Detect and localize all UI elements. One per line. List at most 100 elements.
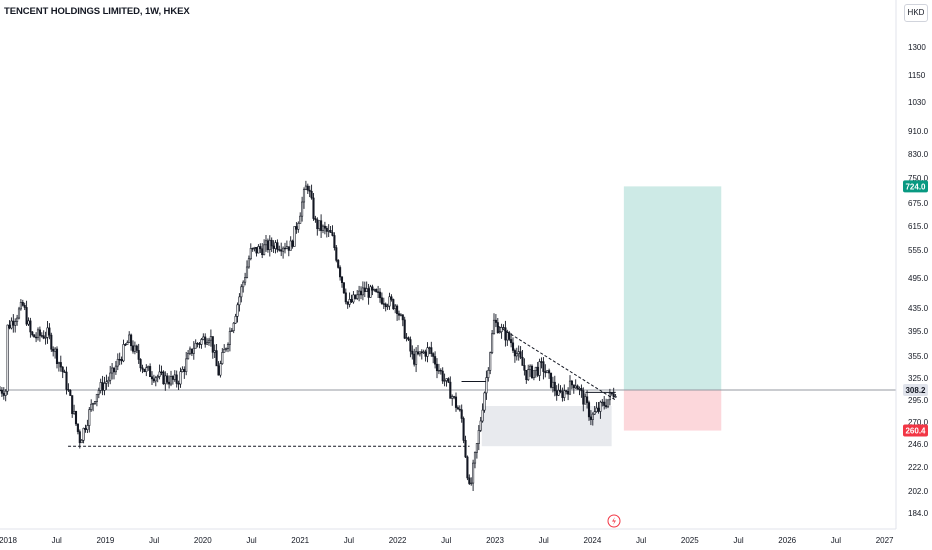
candle-body (557, 390, 560, 396)
candle-body (2, 393, 5, 396)
candle-body (580, 388, 583, 392)
candle-body (0, 389, 2, 392)
candle-body (171, 376, 174, 380)
candle-body (25, 307, 28, 325)
candle-body (12, 320, 15, 326)
x-tick-label: 2025 (681, 536, 699, 545)
x-tick-label: Jul (344, 536, 354, 545)
y-axis[interactable]: 1300 1150 1030 910.0 830.0 750.0 675.0 615.0 555… (908, 43, 929, 518)
candle-body (92, 403, 95, 405)
candle-body (238, 296, 241, 306)
candle-body (487, 370, 490, 378)
y-tick-label: 355.0 (908, 352, 929, 361)
candle-body (536, 366, 539, 376)
candle-body (415, 351, 418, 365)
candle-body (291, 240, 294, 247)
candle-body (107, 379, 110, 383)
candle-body (367, 288, 370, 298)
candle-body (462, 418, 465, 441)
candle-body (599, 401, 602, 412)
candle-body (576, 385, 579, 390)
candle-body (240, 286, 243, 298)
candle-body (542, 361, 545, 372)
candle-body (409, 339, 412, 352)
candle-body (587, 402, 591, 418)
candle-body (181, 368, 184, 372)
candle-body (399, 314, 402, 316)
candle-body (74, 410, 78, 425)
candle-body (8, 324, 11, 329)
candle-body (405, 337, 408, 339)
candle-body (432, 353, 435, 357)
candle-body (386, 305, 389, 308)
candle-body (59, 362, 62, 368)
candle-body (390, 296, 393, 300)
y-tick-label: 1030 (908, 98, 926, 107)
candle-body (529, 365, 532, 370)
candle-body (439, 369, 442, 372)
candle-body (69, 390, 72, 396)
candle-body (416, 351, 420, 355)
candle-body (574, 385, 577, 389)
candle-body (65, 371, 68, 390)
candle-body (578, 388, 581, 390)
candle-body (90, 403, 93, 410)
candle-body (378, 291, 382, 299)
candle-body (27, 320, 30, 325)
candle-body (472, 462, 475, 484)
candle-body (52, 348, 55, 352)
lightning-icon[interactable] (607, 514, 621, 528)
candle-body (158, 371, 161, 377)
candle-body (475, 443, 478, 453)
y-tick-label: 830.0 (908, 150, 929, 159)
y-tick-label: 1300 (908, 43, 926, 52)
candle-body (78, 431, 81, 444)
candle-body (10, 320, 13, 329)
candle-body (188, 348, 192, 354)
candle-body (71, 395, 74, 414)
candle-body (358, 290, 361, 296)
candle-body (451, 396, 454, 399)
candle-body (162, 371, 165, 385)
candle-body (327, 230, 330, 232)
x-axis[interactable]: 2018 Jul 2019 Jul 2020 Jul 2021 Jul 2022 Jul 2023 J… (0, 536, 894, 545)
x-tick-label: Jul (52, 536, 62, 545)
candle-body (88, 409, 91, 426)
stop-zone (623, 390, 722, 431)
currency-button[interactable]: HKD (904, 4, 928, 22)
candle-body (173, 374, 176, 380)
candle-body (86, 425, 89, 430)
candle-body (128, 334, 131, 343)
candle-body (126, 342, 129, 345)
candle-body (441, 370, 444, 382)
candle-body (375, 289, 378, 293)
candle-body (6, 324, 9, 392)
candle-body (23, 305, 26, 308)
candle-body (464, 440, 467, 458)
candle-body (601, 401, 604, 404)
candle-body (76, 423, 79, 432)
candle-body (101, 382, 104, 391)
candle-body (304, 185, 307, 190)
candle-body (219, 363, 222, 376)
candle-body (116, 358, 119, 367)
candle-body (350, 299, 353, 303)
candle-body (301, 201, 304, 217)
candle-body (538, 361, 541, 376)
candle-body (236, 304, 239, 317)
candle-body (597, 407, 600, 412)
candle-body (261, 248, 264, 256)
candle-body (268, 239, 271, 251)
candle-body (551, 381, 554, 388)
candle-body (130, 334, 133, 347)
candle-body (278, 249, 281, 251)
candle-body (453, 396, 456, 398)
candle-body (527, 369, 530, 380)
candle-body (323, 225, 326, 229)
candle-body (120, 359, 123, 362)
candle-body (263, 244, 266, 256)
candle-body (447, 378, 450, 383)
candle-body (46, 327, 49, 338)
candle-body (593, 411, 596, 415)
